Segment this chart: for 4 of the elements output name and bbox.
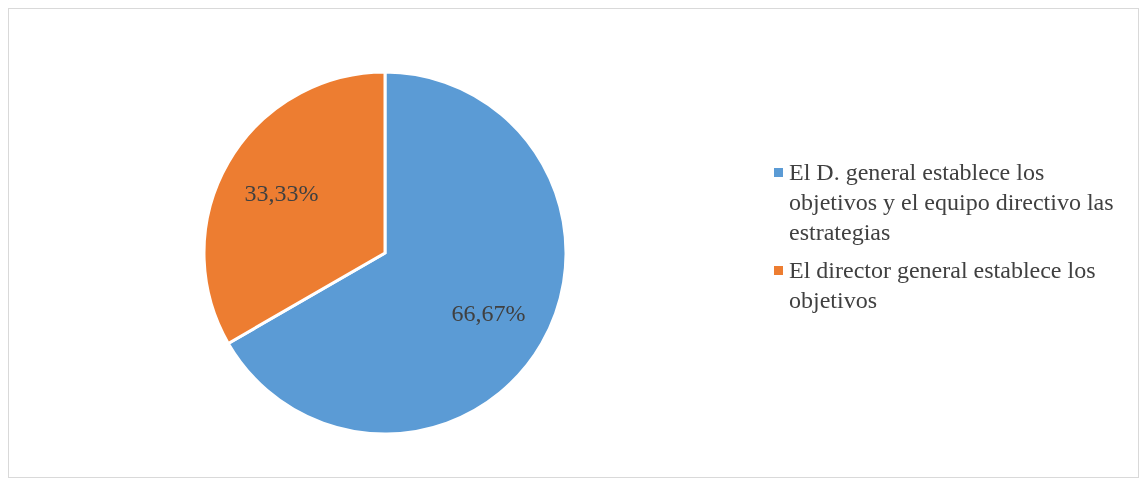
legend-label: El D. general establece los objetivos y el equipo directivo las estrategias — [789, 158, 1115, 247]
data-label: 66,67% — [451, 299, 526, 326]
data-label: 33,33% — [244, 180, 319, 207]
legend-label: El director general establece los objetivos — [789, 256, 1097, 315]
